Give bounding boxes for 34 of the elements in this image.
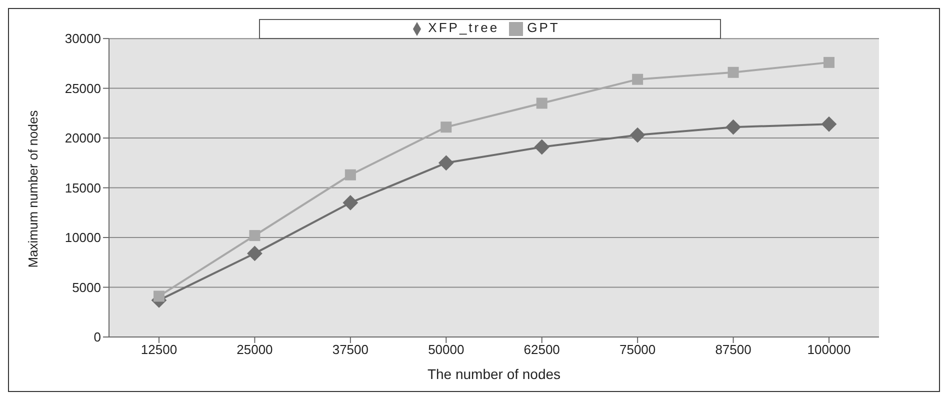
point: [249, 230, 260, 242]
x-tick-label: 87500: [715, 342, 752, 358]
point: [247, 246, 262, 261]
point: [342, 195, 358, 210]
point: [726, 120, 741, 135]
point: [822, 116, 836, 132]
x-tick-label: 37500: [332, 342, 369, 358]
point: [344, 169, 356, 180]
x-tick-label: 75000: [619, 342, 656, 358]
x-axis-title: The number of nodes: [427, 366, 561, 382]
point: [534, 139, 550, 154]
point: [630, 128, 646, 143]
point: [536, 98, 548, 109]
point: [632, 74, 644, 85]
x-tick-label: 25000: [236, 342, 273, 358]
point: [154, 290, 164, 302]
y-tick-label: 20000: [64, 130, 101, 146]
point: [728, 66, 739, 78]
y-tick-label: 25000: [64, 80, 101, 96]
x-tick-label: 100000: [807, 342, 851, 358]
y-tick-label: 5000: [72, 280, 101, 295]
y-tick-label: 30000: [64, 31, 101, 46]
x-tick-label: 62500: [524, 342, 560, 358]
legend-label: XFP_tree: [428, 20, 500, 35]
x-tick-label: 12500: [140, 342, 178, 358]
y-tick-label: 0: [94, 330, 101, 345]
x-tick-label: 50000: [428, 342, 464, 358]
y-tick-label: 10000: [64, 230, 101, 246]
y-axis-title: Maximum number of nodes: [26, 110, 41, 268]
point: [440, 122, 452, 133]
legend-label: GPT: [527, 20, 560, 35]
point: [438, 155, 454, 170]
y-tick-label: 15000: [64, 180, 101, 196]
point: [824, 56, 834, 68]
